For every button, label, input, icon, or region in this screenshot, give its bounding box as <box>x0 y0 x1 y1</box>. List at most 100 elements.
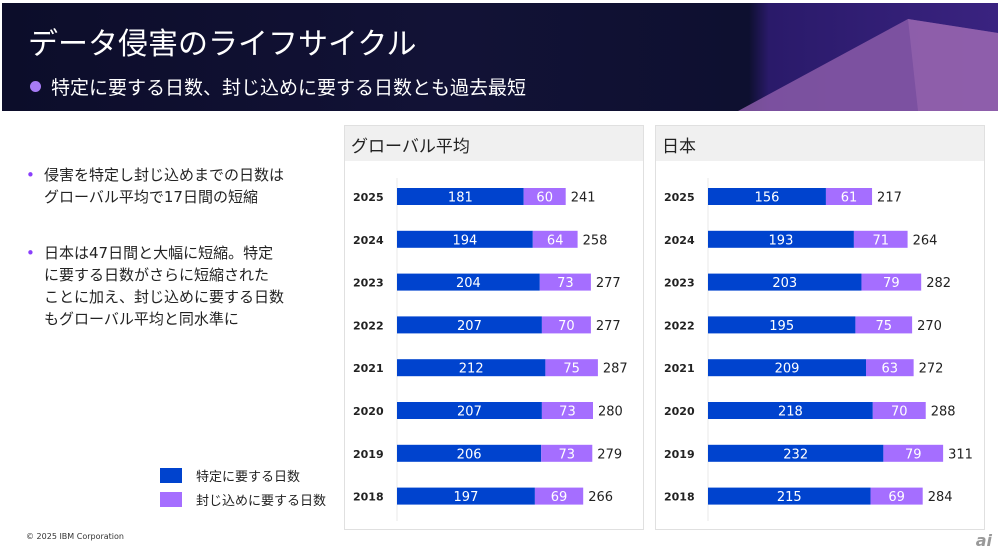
year-label: 2022 <box>353 319 384 332</box>
bar-contain <box>541 444 593 462</box>
bullet-line: に要する日数がさらに短縮された <box>44 266 270 284</box>
total-label: 279 <box>597 447 622 462</box>
value-label: 69 <box>888 490 905 505</box>
value-label: 207 <box>457 319 482 334</box>
bar-contain <box>545 359 598 377</box>
bar-contain <box>883 444 944 462</box>
value-label: 63 <box>882 362 899 377</box>
year-label: 2018 <box>353 491 384 504</box>
total-label: 264 <box>913 233 938 248</box>
bar-contain <box>866 359 914 377</box>
bar-contain <box>853 230 908 248</box>
year-label: 2024 <box>664 234 695 247</box>
bar-contain <box>541 402 593 419</box>
value-label: 60 <box>536 191 553 206</box>
legend-contain: 封じ込めに要する日数 <box>160 490 326 509</box>
legend-identify: 特定に要する日数 <box>160 466 300 485</box>
bullet-line: ことに加え、封じ込めに要する日数 <box>44 288 285 306</box>
value-label: 70 <box>891 405 908 420</box>
bar-contain <box>870 487 923 505</box>
copyright: © 2025 IBM Corporation <box>26 532 124 541</box>
value-label: 156 <box>755 191 780 206</box>
value-label: 181 <box>448 191 473 206</box>
value-label: 75 <box>563 362 580 377</box>
value-label: 73 <box>557 276 574 291</box>
year-label: 2023 <box>664 277 695 290</box>
value-label: 218 <box>778 405 803 420</box>
bar-contain <box>532 230 578 248</box>
value-label: 73 <box>558 447 575 462</box>
slide-title: データ侵害のライフサイクル <box>28 27 417 62</box>
year-label: 2019 <box>353 448 384 461</box>
logo: ai <box>975 531 992 550</box>
chart-svg: 2025 156 61 217 2024 193 71 264 2023 203 79 282 2022… <box>664 178 973 521</box>
value-label: 69 <box>551 490 568 505</box>
value-label: 232 <box>783 447 808 462</box>
value-label: 194 <box>452 233 477 248</box>
bullet-2: • 日本は47日間と大幅に短縮。特定 に要する日数がさらに短縮された ことに加え、封じ… <box>26 242 330 330</box>
value-label: 79 <box>883 276 900 291</box>
value-label: 212 <box>459 362 484 377</box>
slide-subtitle: 特定に要する日数、封じ込めに要する日数とも過去最短 <box>30 73 526 100</box>
year-label: 2021 <box>353 362 384 375</box>
bar-contain <box>825 188 873 205</box>
year-label: 2018 <box>664 491 695 504</box>
year-label: 2023 <box>353 277 384 290</box>
value-label: 70 <box>558 319 575 334</box>
value-label: 193 <box>769 233 794 248</box>
bar-identify <box>708 487 871 505</box>
total-label: 282 <box>926 276 951 291</box>
value-label: 73 <box>559 405 576 420</box>
bullet-line: グローバル平均で17日間の短縮 <box>44 188 258 206</box>
bar-contain <box>534 487 584 505</box>
year-label: 2025 <box>664 191 695 204</box>
bullet-line: 侵害を特定し封じ込めまでの日数は <box>44 166 285 184</box>
decorative-shape <box>738 19 998 111</box>
bullet-1: • 侵害を特定し封じ込めまでの日数は グローバル平均で17日間の短縮 <box>26 164 330 208</box>
bar-identify <box>708 188 826 205</box>
bar-identify <box>397 316 542 334</box>
total-label: 241 <box>571 191 596 206</box>
bar-identify <box>397 273 540 291</box>
bar-contain <box>541 316 591 334</box>
year-label: 2022 <box>664 319 695 332</box>
bar-contain <box>855 316 913 334</box>
total-label: 288 <box>931 405 956 420</box>
total-label: 277 <box>596 319 621 334</box>
year-label: 2024 <box>353 234 384 247</box>
bar-identify <box>397 188 524 205</box>
bar-identify <box>708 230 854 248</box>
bar-contain <box>539 273 591 291</box>
value-label: 61 <box>841 191 858 206</box>
legend-swatch <box>160 468 182 483</box>
chart-title: 日本 <box>656 126 984 161</box>
total-label: 277 <box>596 276 621 291</box>
bar-identify <box>708 316 856 334</box>
value-label: 75 <box>875 319 892 334</box>
bar-contain <box>872 402 926 419</box>
year-label: 2025 <box>353 191 384 204</box>
value-label: 64 <box>547 233 564 248</box>
value-label: 195 <box>769 319 794 334</box>
chart-global: グローバル平均 2025 181 60 241 2024 194 64 258 2023 204 7… <box>344 125 644 530</box>
value-label: 79 <box>905 447 922 462</box>
value-label: 215 <box>777 490 802 505</box>
chart-svg: 2025 181 60 241 2024 194 64 258 2023 204 73 277 2022… <box>353 178 628 521</box>
bullet-dot-icon <box>30 81 41 92</box>
total-label: 280 <box>598 405 623 420</box>
year-label: 2020 <box>353 405 384 418</box>
chart-japan: 日本 2025 156 61 217 2024 193 71 264 2023 203 79 282 2… <box>655 125 985 530</box>
total-label: 287 <box>603 362 628 377</box>
bar-identify <box>708 359 867 377</box>
total-label: 217 <box>877 191 902 206</box>
bar-identify <box>708 402 873 419</box>
total-label: 272 <box>919 362 944 377</box>
bar-identify <box>397 230 533 248</box>
value-label: 204 <box>456 276 481 291</box>
slide-header: データ侵害のライフサイクル 特定に要する日数、封じ込めに要する日数とも過去最短 <box>2 3 998 111</box>
bar-identify <box>397 444 542 462</box>
bar-identify <box>397 402 542 419</box>
total-label: 311 <box>948 447 973 462</box>
value-label: 203 <box>772 276 797 291</box>
total-label: 266 <box>588 490 613 505</box>
